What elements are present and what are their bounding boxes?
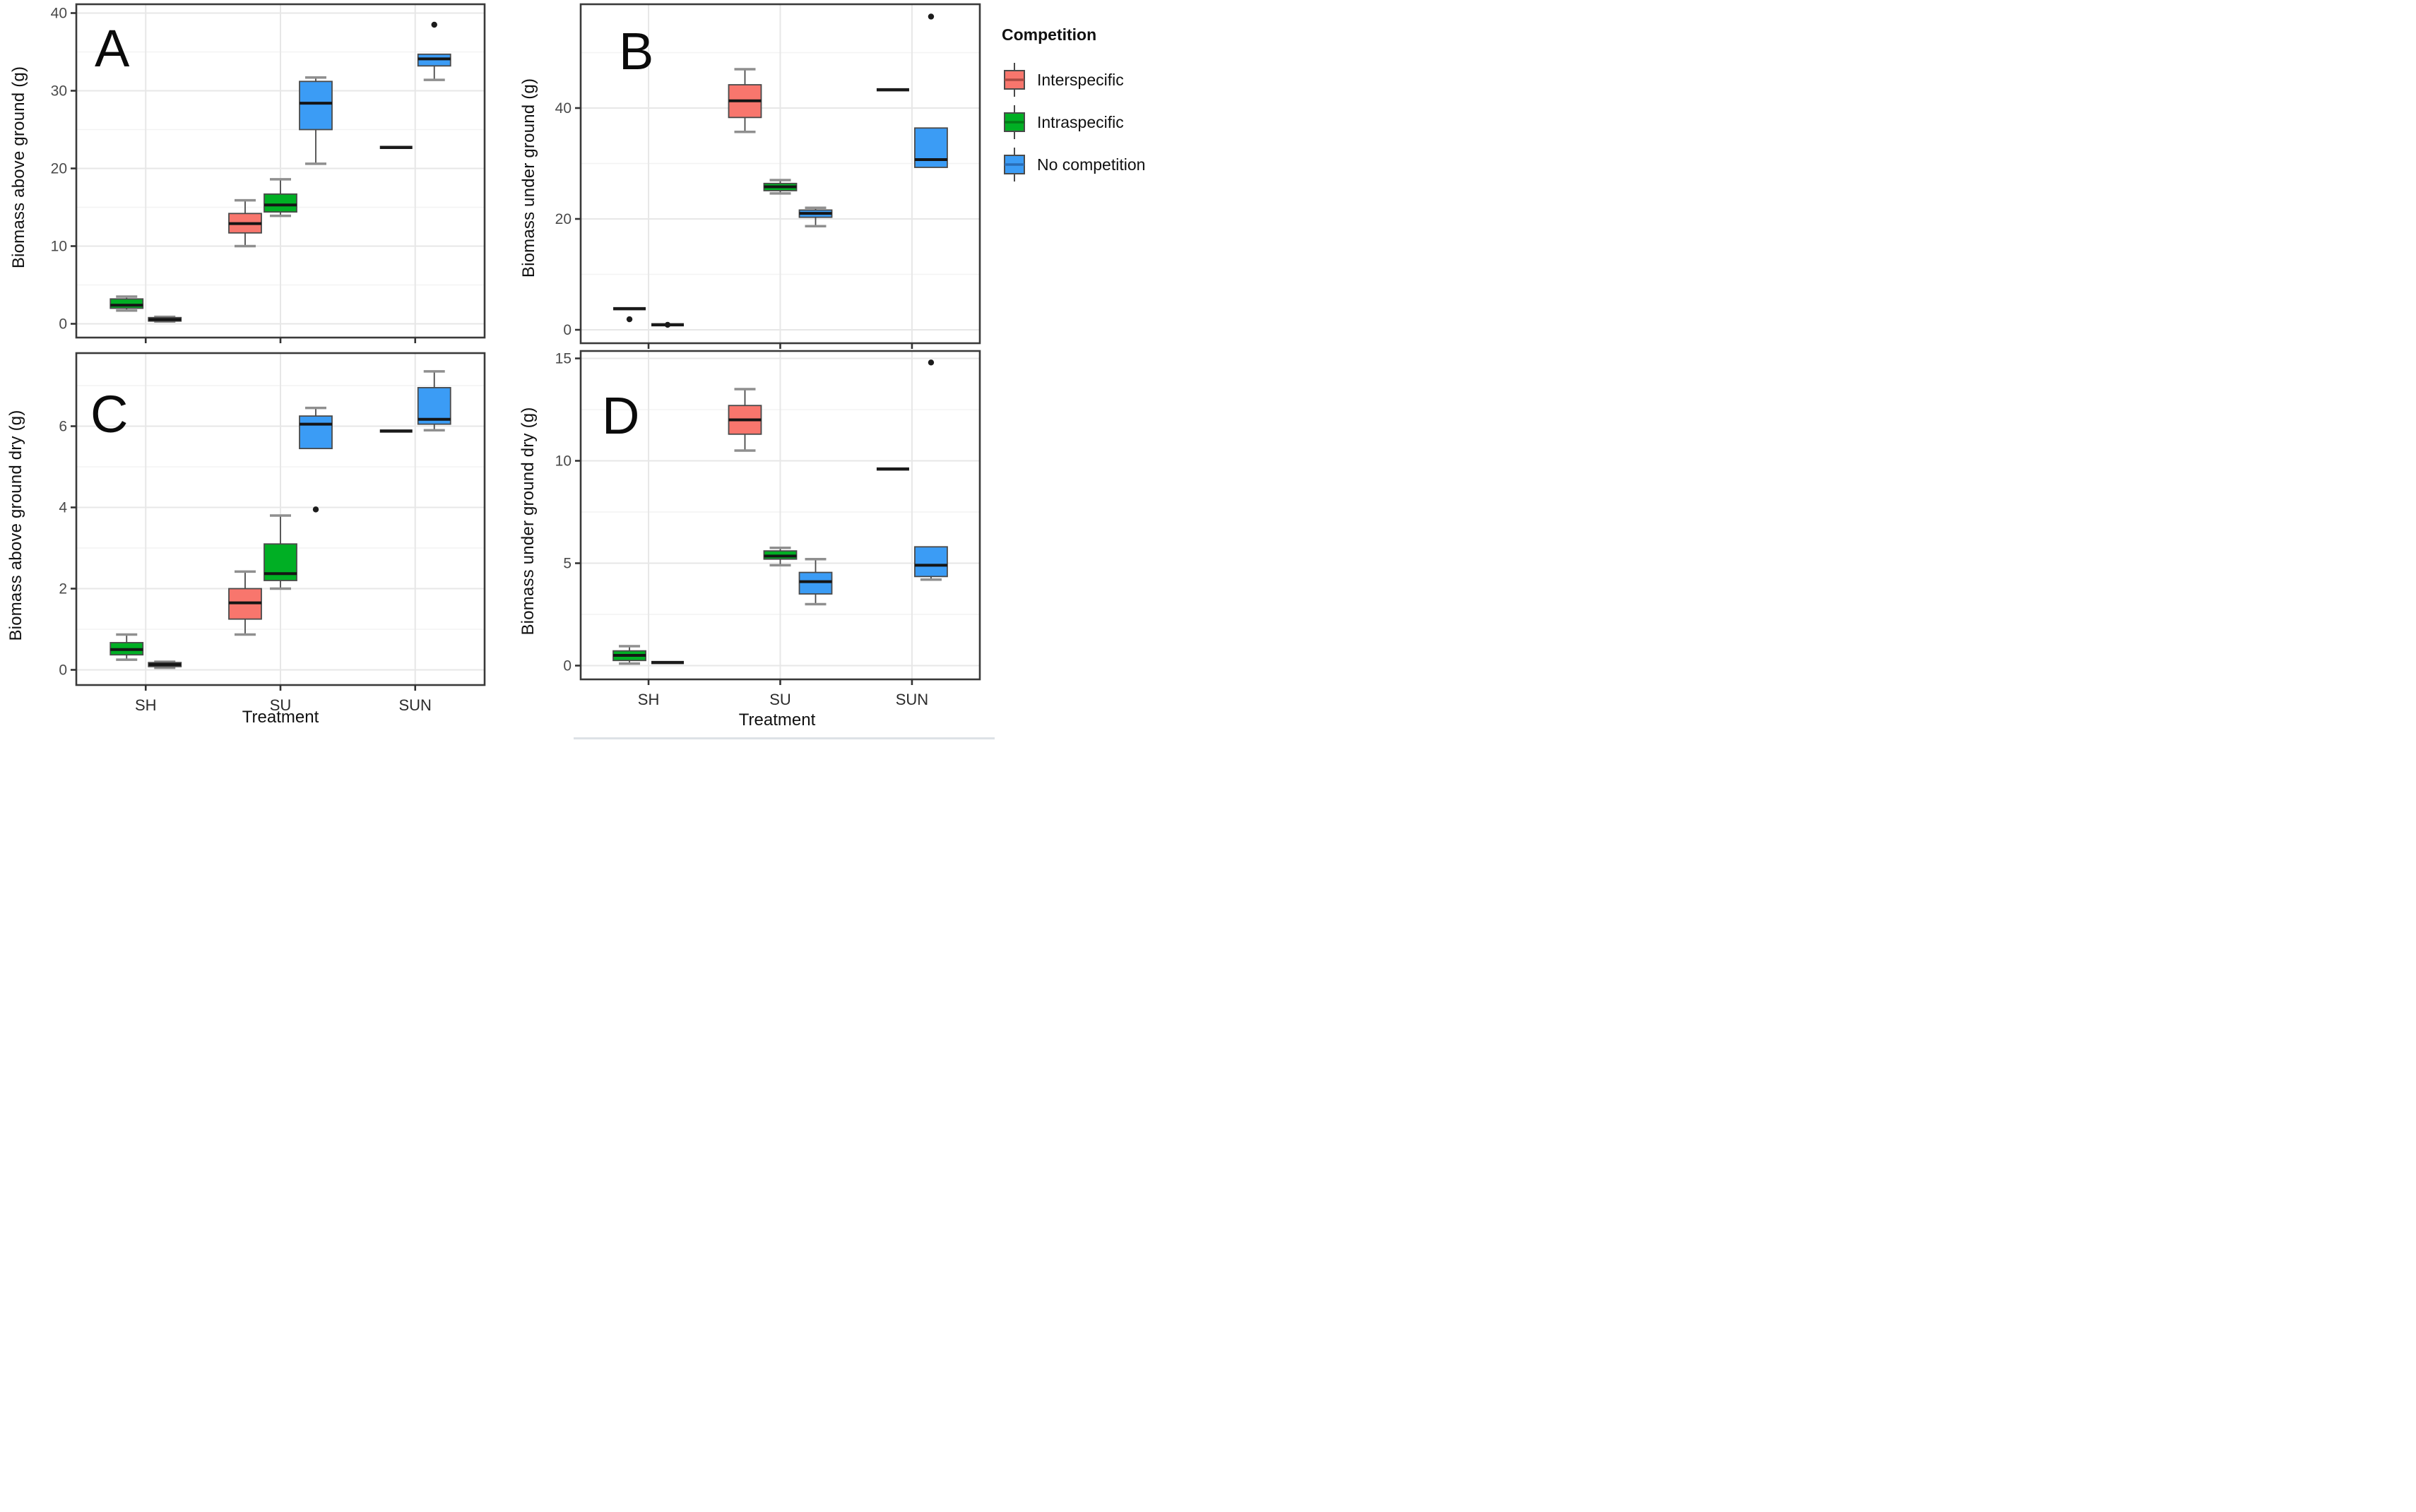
x-tick-label: SH (135, 696, 157, 714)
x-axis-title-right: Treatment (738, 710, 816, 730)
boxplot-box (798, 571, 833, 595)
outlier-point (928, 13, 935, 20)
boxplot-canvas: 0 10 20 30 40 A 0 20 40 B 0 2 4 6 SH SU SUN C 0 5 10 15 SH SU SU… (51, 3, 981, 714)
legend-title: Competition (1002, 25, 1097, 44)
x-tick-label: SH (638, 691, 660, 708)
boxplot-box (263, 193, 297, 213)
y-axis-title-panel-b: Biomass under ground (g) (519, 78, 538, 278)
outlier-point (312, 506, 319, 513)
y-tick-label: 40 (51, 6, 67, 22)
x-tick-label: SU (769, 691, 791, 708)
x-tick-label: SU (270, 696, 292, 714)
panel-letter: D (602, 386, 639, 445)
boxplot-box (914, 546, 948, 578)
panel-letter: C (90, 385, 128, 444)
panel-letter: B (619, 22, 653, 81)
outlier-point (928, 359, 935, 366)
panel-letter: A (95, 19, 130, 78)
y-tick-label: 20 (51, 161, 67, 177)
legend-item-no-competition: No competition (1002, 148, 1207, 181)
outlier-point (664, 321, 671, 328)
y-axis-title-panel-c: Biomass above ground dry (g) (6, 410, 25, 641)
boxplot-box (109, 298, 144, 309)
boxplot-key-icon (1004, 105, 1025, 139)
boxplot-box (914, 127, 948, 168)
y-tick-label: 10 (51, 239, 67, 255)
outlier-point (626, 316, 633, 323)
y-tick-label: 2 (59, 581, 67, 597)
x-axis-title-left: Treatment (242, 708, 319, 727)
x-tick-label: SUN (399, 696, 432, 714)
legend-label: Interspecific (1037, 70, 1124, 89)
boxplot-box (299, 81, 333, 131)
boxplot-box (299, 415, 333, 450)
y-tick-label: 30 (51, 83, 67, 100)
legend-item-intraspecific: Intraspecific (1002, 105, 1207, 139)
legend: Competition Interspecific Intraspecific (1002, 25, 1207, 191)
y-tick-label: 10 (555, 453, 572, 470)
legend-item-interspecific: Interspecific (1002, 63, 1207, 97)
boxplot-key-icon (1004, 148, 1025, 181)
y-axis-title-panel-a: Biomass above ground (g) (9, 66, 28, 269)
bottom-separator-line (574, 737, 995, 739)
y-tick-label: 6 (59, 419, 67, 435)
boxplot-box (263, 543, 297, 581)
y-tick-label: 0 (59, 662, 67, 679)
y-tick-label: 4 (59, 500, 67, 516)
y-tick-label: 0 (563, 322, 572, 338)
y-tick-label: 0 (563, 658, 572, 674)
boxplot-key-icon (1004, 63, 1025, 97)
x-tick-label: SUN (896, 691, 928, 708)
legend-label: No competition (1037, 155, 1146, 174)
y-tick-label: 5 (563, 556, 572, 572)
outlier-point (431, 21, 437, 28)
y-axis-title-panel-d: Biomass under ground dry (g) (519, 407, 538, 636)
y-tick-label: 40 (555, 100, 572, 117)
legend-label: Intraspecific (1037, 112, 1124, 131)
y-tick-label: 0 (59, 316, 67, 333)
y-tick-label: 15 (555, 351, 572, 367)
y-tick-label: 20 (555, 211, 572, 227)
boxplot-figure: 0 10 20 30 40 A 0 20 40 B 0 2 4 6 SH SU SUN C 0 5 10 15 SH SU SU… (0, 0, 1208, 756)
